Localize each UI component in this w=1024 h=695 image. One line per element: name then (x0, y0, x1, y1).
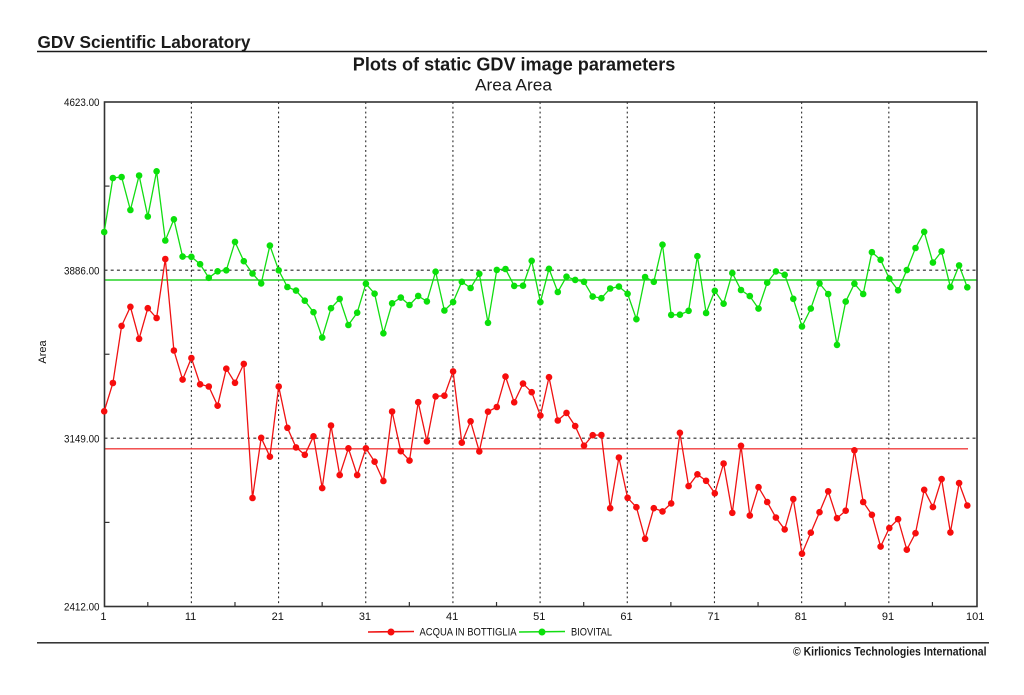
svg-text:61: 61 (620, 611, 632, 623)
svg-text:Area Area: Area Area (475, 77, 553, 95)
svg-text:21: 21 (272, 611, 284, 623)
svg-text:3149.00: 3149.00 (64, 433, 100, 445)
svg-text:4623.00: 4623.00 (64, 97, 100, 109)
svg-text:71: 71 (708, 611, 720, 623)
svg-text:GDV Scientific Laboratory: GDV Scientific Laboratory (38, 32, 251, 52)
svg-text:3886.00: 3886.00 (64, 265, 100, 277)
svg-text:101: 101 (966, 611, 984, 623)
svg-text:51: 51 (533, 611, 545, 623)
svg-text:11: 11 (185, 611, 196, 623)
svg-text:81: 81 (795, 611, 807, 623)
svg-text:© Kirlionics Technologies Inte: © Kirlionics Technologies International (793, 644, 987, 658)
svg-text:BIOVITAL: BIOVITAL (571, 626, 612, 638)
svg-text:41: 41 (446, 611, 458, 623)
svg-text:1: 1 (100, 611, 106, 623)
svg-text:31: 31 (359, 611, 371, 623)
svg-text:Plots of static GDV image para: Plots of static GDV image parameters (353, 55, 676, 75)
svg-text:Area: Area (37, 340, 49, 364)
svg-text:ACQUA IN BOTTIGLIA: ACQUA IN BOTTIGLIA (420, 626, 518, 638)
svg-text:91: 91 (882, 611, 894, 623)
svg-text:2412.00: 2412.00 (64, 602, 100, 614)
